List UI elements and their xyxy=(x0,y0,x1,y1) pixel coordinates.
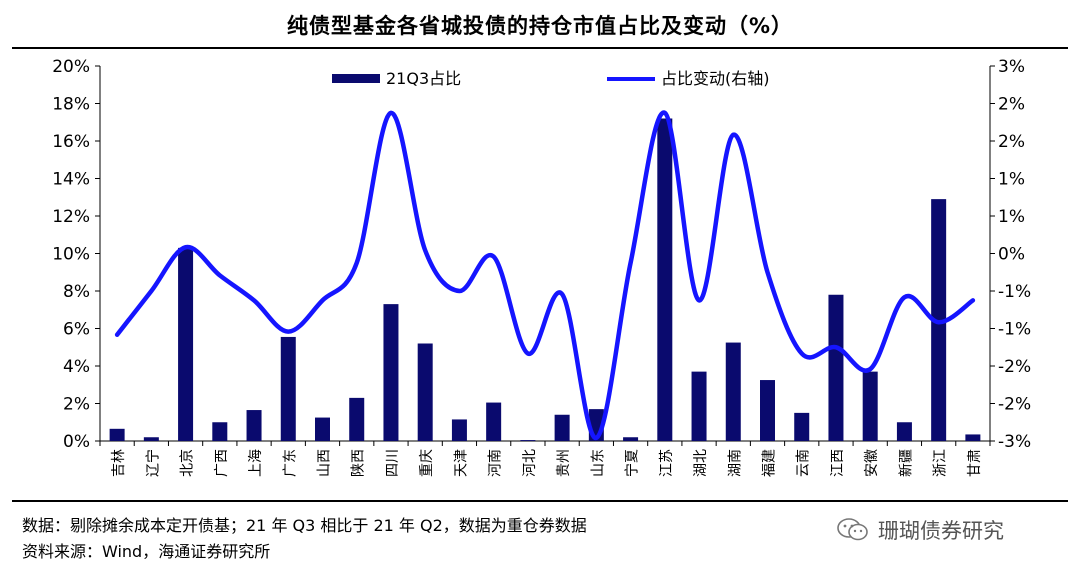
y-right-tick-label: 2% xyxy=(998,95,1025,115)
y-left-tick-label: 8% xyxy=(63,282,90,302)
y-right-tick-label: -2% xyxy=(998,357,1031,377)
x-tick-label: 辽宁 xyxy=(144,449,161,477)
x-tick-label: 宁夏 xyxy=(624,449,641,477)
top-rule xyxy=(12,47,1068,49)
bar xyxy=(965,434,981,441)
x-tick-label: 上海 xyxy=(248,449,264,477)
y-left-tick-label: 12% xyxy=(52,207,90,227)
x-tick-label: 新疆 xyxy=(898,449,914,477)
bar xyxy=(315,417,330,441)
data-note: 数据：剔除摊余成本定开债基；21 年 Q3 相比于 21 年 Q2，数据为重仓券… xyxy=(22,516,587,535)
legend-line-label: 占比变动(右轴) xyxy=(661,69,770,88)
bar xyxy=(828,294,844,441)
y-right-tick-label: -2% xyxy=(998,395,1031,415)
y-left-tick-label: 14% xyxy=(52,170,90,190)
legend-bar-label: 21Q3占比 xyxy=(386,69,461,88)
bar xyxy=(178,247,194,441)
bar xyxy=(280,336,296,441)
bar xyxy=(725,342,741,441)
y-right-tick-label: 3% xyxy=(998,57,1025,77)
x-tick-label: 江西 xyxy=(830,449,846,477)
y-left-tick-label: 6% xyxy=(63,320,90,340)
bar xyxy=(896,422,912,441)
y-left-tick-label: 16% xyxy=(52,132,90,152)
bar xyxy=(417,343,433,441)
bars-layer xyxy=(109,118,981,441)
bar xyxy=(246,410,262,441)
x-tick-label: 湖南 xyxy=(727,449,743,477)
x-tick-label: 天津 xyxy=(453,449,469,477)
x-tick-label: 云南 xyxy=(796,449,812,477)
y-right-tick-label: -1% xyxy=(998,282,1031,302)
bar xyxy=(794,412,810,441)
bar xyxy=(143,437,159,441)
x-tick-label: 河南 xyxy=(488,449,504,477)
x-tick-label: 江苏 xyxy=(659,449,675,477)
y-right-tick-label: 2% xyxy=(998,132,1025,152)
y-right-tick-label: -1% xyxy=(998,320,1031,340)
y-left-tick-label: 2% xyxy=(63,395,90,415)
bar xyxy=(520,440,536,441)
wechat-icon xyxy=(837,518,868,541)
x-tick-label: 河北 xyxy=(522,449,538,477)
y-left-tick-label: 0% xyxy=(63,432,90,452)
source-note: 资料来源：Wind，海通证券研究所 xyxy=(22,542,271,561)
bottom-rule xyxy=(12,500,1068,502)
bar xyxy=(657,118,673,441)
x-tick-label: 浙江 xyxy=(933,449,949,477)
x-tick-label: 山西 xyxy=(317,449,333,477)
bar xyxy=(383,304,399,441)
bar xyxy=(212,422,228,441)
chart-title: 纯债型基金各省城投债的持仓市值占比及变动（%） xyxy=(286,14,794,38)
y-right-tick-label: 1% xyxy=(998,170,1025,190)
y-left-tick-label: 4% xyxy=(63,357,90,377)
y-right-tick-label: 1% xyxy=(998,207,1025,227)
x-tick-label: 北京 xyxy=(180,449,196,477)
legend-bar-swatch xyxy=(332,74,380,83)
bar xyxy=(623,437,639,441)
watermark: 珊瑚债券研究 xyxy=(836,515,1004,545)
y-left-tick-label: 10% xyxy=(52,245,90,265)
chart: 0% 2% 4% 6% 8% 10% 12% 14% 16% 18% 20% -3% -2% -2% -1%… xyxy=(52,57,1031,477)
x-tick-label: 湖北 xyxy=(693,449,709,477)
legend: 21Q3占比 占比变动(右轴) xyxy=(332,69,770,88)
line-layer xyxy=(114,110,976,441)
bar xyxy=(451,419,467,441)
x-tick-label: 陕西 xyxy=(351,449,367,477)
bar xyxy=(760,380,775,441)
x-tick-label: 广西 xyxy=(214,449,230,477)
x-tick-label: 福建 xyxy=(762,449,778,477)
y-right-tick-label: -3% xyxy=(998,432,1031,452)
bar xyxy=(109,428,125,441)
x-tick-label: 甘肃 xyxy=(967,449,983,477)
y-left-tick-label: 18% xyxy=(52,95,90,115)
x-tick-label: 吉林 xyxy=(111,449,127,477)
bar xyxy=(691,371,707,441)
x-tick-label: 广东 xyxy=(282,449,298,477)
bar xyxy=(486,402,502,441)
axes-layer: 0% 2% 4% 6% 8% 10% 12% 14% 16% 18% 20% -3% -2% -2% -1%… xyxy=(52,57,1031,477)
x-tick-label: 山东 xyxy=(590,449,606,477)
y-left-tick-label: 20% xyxy=(52,57,90,77)
x-tick-label: 四川 xyxy=(385,449,401,477)
bar xyxy=(554,414,570,441)
x-tick-label: 安徽 xyxy=(864,449,880,477)
y-right-tick-label: 0% xyxy=(998,245,1025,265)
bar xyxy=(862,371,878,441)
x-tick-label: 贵州 xyxy=(556,449,572,477)
bar xyxy=(349,397,365,441)
watermark-text: 珊瑚债券研究 xyxy=(878,519,1004,543)
change-line xyxy=(114,110,976,441)
x-tick-label: 重庆 xyxy=(419,449,435,477)
